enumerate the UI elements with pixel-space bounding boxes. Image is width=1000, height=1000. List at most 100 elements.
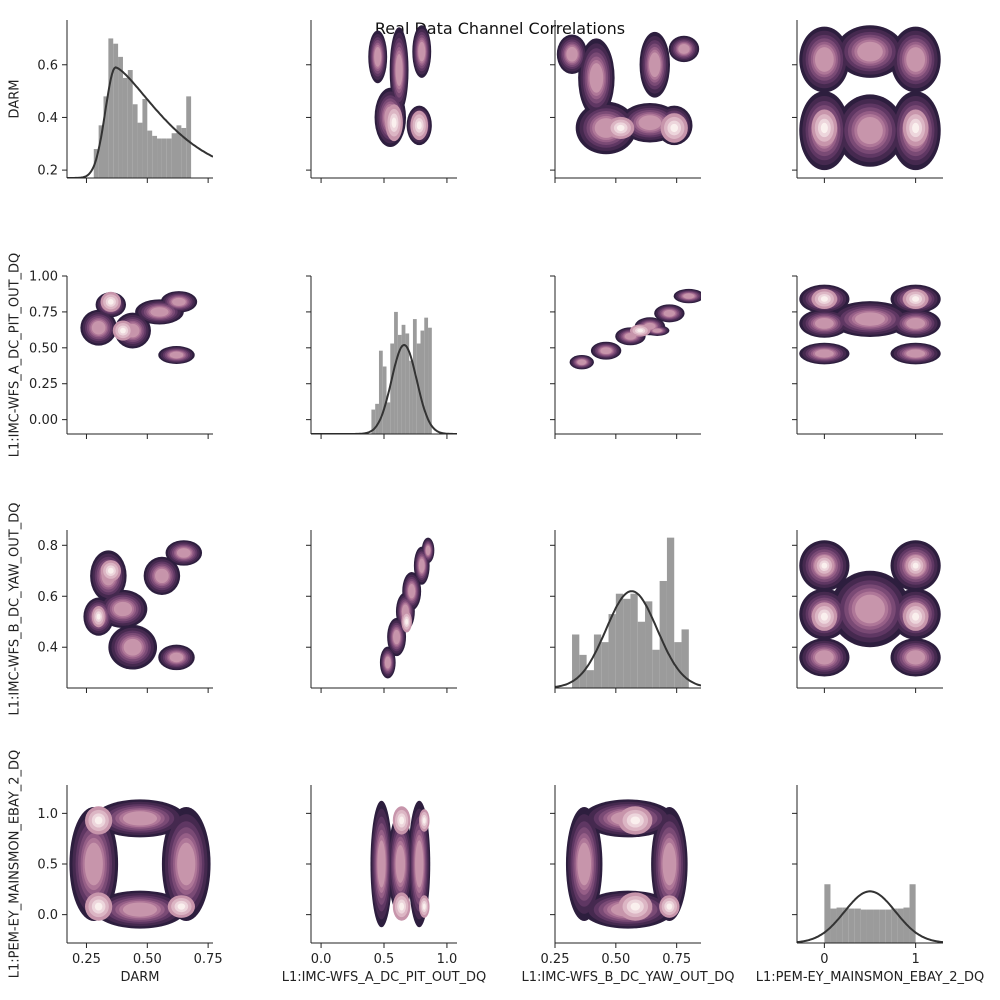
kde-peak <box>616 124 625 132</box>
histogram-bar <box>608 614 616 688</box>
kde-contour <box>652 328 662 333</box>
kde-contour <box>906 349 926 358</box>
histogram-bar <box>397 334 402 434</box>
kde-contour <box>855 594 885 624</box>
histogram-bar <box>873 909 880 943</box>
plot-area <box>555 537 701 688</box>
kde-contour <box>662 842 677 886</box>
kde-contour <box>169 652 184 663</box>
histogram-bar <box>412 319 417 434</box>
histogram-bar <box>674 642 682 688</box>
kde-contour <box>113 601 133 617</box>
x-tick-label: 0.75 <box>194 952 223 967</box>
histogram-bar <box>127 70 133 178</box>
kde-peak <box>820 122 828 134</box>
kde-contour <box>649 52 661 78</box>
kde-contour <box>577 359 587 365</box>
histogram-bar <box>909 884 916 943</box>
kde-contour <box>678 44 690 54</box>
histogram-bar <box>103 96 109 178</box>
kde-contour <box>172 297 186 306</box>
kde-peak <box>416 121 422 130</box>
kde-contour <box>395 845 406 883</box>
histogram-bar <box>637 621 646 688</box>
kde-contour <box>418 41 426 62</box>
x-tick-label: 1.0 <box>437 952 458 967</box>
kde-contour <box>566 46 578 62</box>
kde-contour <box>857 117 883 145</box>
kde-peak <box>107 567 114 574</box>
y-axis-label: DARM <box>8 80 23 119</box>
kde-contour <box>418 558 425 573</box>
kde-contour <box>155 568 169 584</box>
histogram-bar <box>428 327 432 434</box>
plot-area <box>799 25 941 171</box>
cell-r3-c3: 0 1 L1:PEM-EY_MAINSMON_EBAY_2_DQ <box>756 785 984 985</box>
y-tick-label: 0.6 <box>37 590 58 605</box>
kde-peak <box>666 903 673 910</box>
kde-peak <box>422 903 426 910</box>
y-tick-label: 0.4 <box>37 111 58 126</box>
histogram-bar <box>885 909 892 943</box>
kde-peak <box>399 902 405 911</box>
histogram-bar <box>879 909 886 943</box>
kde-contour <box>395 53 403 87</box>
histogram-bar <box>842 907 849 943</box>
y-tick-label: 0.8 <box>37 539 58 554</box>
histogram-bar <box>572 634 580 688</box>
kde-contour <box>91 320 106 335</box>
y-tick-label: 0.00 <box>29 413 58 428</box>
kde-peak <box>391 117 397 128</box>
kde-contour <box>577 842 592 886</box>
kde-peak <box>405 618 409 625</box>
cell-r2-c2 <box>550 530 701 693</box>
histogram-bar <box>371 409 376 434</box>
histogram-bar <box>666 537 675 688</box>
kde-contour <box>169 351 184 359</box>
y-axis-label: L1:PEM-EY_MAINSMON_EBAY_2_DQ <box>8 750 23 979</box>
histogram-bar <box>854 908 861 943</box>
histogram-bar <box>132 104 138 178</box>
histogram-bar <box>186 96 192 178</box>
kde-contour <box>122 902 158 917</box>
histogram-bar <box>897 908 904 943</box>
kde-contour <box>425 545 431 556</box>
cell-r0-c0: 0.2 0.4 0.6 DARM <box>8 20 213 183</box>
plot-area <box>311 311 457 434</box>
kde-contour <box>408 583 416 599</box>
histogram-bar <box>623 598 631 688</box>
histogram-bar <box>166 138 172 178</box>
cell-r3-c2: 0.25 0.50 0.75 L1:IMC-WFS_B_DC_YAW_OUT_DQ <box>522 785 734 985</box>
plot-area <box>368 25 432 148</box>
x-tick-label: 0.50 <box>133 952 162 967</box>
histogram-bar <box>386 402 391 434</box>
histogram-bar <box>860 909 867 943</box>
plot-area <box>799 540 941 677</box>
cell-r0-c3 <box>792 20 943 183</box>
histogram-bar <box>836 907 843 943</box>
y-axis-label: L1:IMC-WFS_A_DC_PIT_OUT_DQ <box>8 253 23 458</box>
kde-peak <box>107 299 114 305</box>
y-tick-label: 0.2 <box>37 164 58 179</box>
kde-peak <box>96 613 101 620</box>
plot-area <box>67 38 213 178</box>
histogram-bar <box>137 122 143 178</box>
histogram-bar <box>93 149 99 178</box>
y-tick-label: 1.00 <box>29 270 58 285</box>
pairplot-grid: 0.20.40.6DARM0.000.250.500.751.00L1:IMC-… <box>8 20 984 985</box>
histogram-bar <box>142 99 148 178</box>
histogram-bar <box>659 580 667 688</box>
y-tick-label: 0.0 <box>37 908 58 923</box>
histogram-bar <box>424 317 429 434</box>
cell-r1-c3 <box>792 275 943 439</box>
kde-contour <box>377 840 386 888</box>
kde-peak <box>94 902 103 911</box>
y-tick-label: 0.6 <box>37 58 58 73</box>
histogram-bar <box>171 133 177 178</box>
kde-contour <box>638 115 662 131</box>
density-curve <box>555 590 701 688</box>
kde-peak <box>820 612 828 621</box>
kde-contour <box>814 318 834 329</box>
plot-area <box>83 540 203 671</box>
